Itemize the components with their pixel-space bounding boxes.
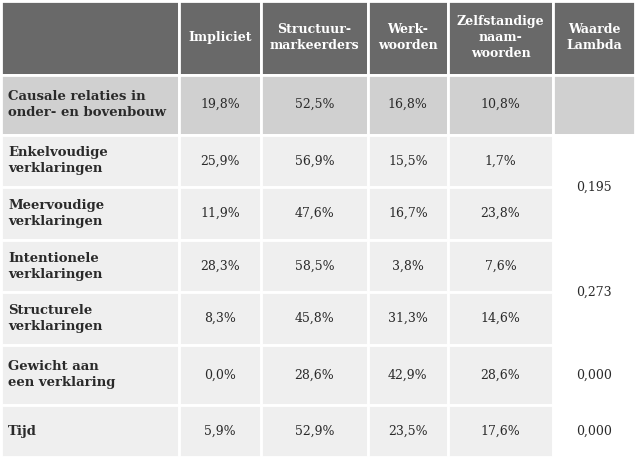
Bar <box>1 187 179 240</box>
Bar <box>553 240 635 292</box>
Bar <box>448 135 553 187</box>
Bar <box>448 292 553 345</box>
Bar <box>179 1 261 75</box>
Text: 16,8%: 16,8% <box>388 98 428 111</box>
Bar <box>261 187 368 240</box>
Text: 31,3%: 31,3% <box>388 312 428 325</box>
Text: 0,0%: 0,0% <box>204 368 236 382</box>
Bar <box>261 135 368 187</box>
Text: 10,8%: 10,8% <box>481 98 520 111</box>
Text: 25,9%: 25,9% <box>200 154 240 167</box>
Text: 0,000: 0,000 <box>576 368 612 382</box>
Text: 23,5%: 23,5% <box>388 425 427 437</box>
Text: 52,5%: 52,5% <box>294 98 334 111</box>
Bar <box>368 75 448 135</box>
Bar <box>179 135 261 187</box>
Bar <box>448 75 553 135</box>
Bar <box>1 345 179 405</box>
Text: 7,6%: 7,6% <box>485 260 516 273</box>
Text: 28,3%: 28,3% <box>200 260 240 273</box>
Text: 28,6%: 28,6% <box>481 368 520 382</box>
Text: 15,5%: 15,5% <box>388 154 427 167</box>
Text: 56,9%: 56,9% <box>294 154 335 167</box>
Bar <box>261 405 368 457</box>
Bar <box>261 75 368 135</box>
Bar <box>179 240 261 292</box>
Bar <box>368 345 448 405</box>
Bar <box>368 1 448 75</box>
Bar <box>368 187 448 240</box>
Bar <box>1 75 179 135</box>
Bar <box>448 1 553 75</box>
Text: Meervoudige
verklaringen: Meervoudige verklaringen <box>8 199 104 228</box>
Bar <box>448 405 553 457</box>
Text: 14,6%: 14,6% <box>481 312 520 325</box>
Bar <box>368 292 448 345</box>
Text: Werk-
woorden: Werk- woorden <box>378 23 438 52</box>
Text: 0,273: 0,273 <box>576 286 612 299</box>
Text: Causale relaties in
onder- en bovenbouw: Causale relaties in onder- en bovenbouw <box>8 90 166 119</box>
Bar <box>1 405 179 457</box>
Text: 42,9%: 42,9% <box>388 368 427 382</box>
Bar <box>1 292 179 345</box>
Bar <box>261 1 368 75</box>
Text: 52,9%: 52,9% <box>294 425 334 437</box>
Text: 11,9%: 11,9% <box>200 207 240 220</box>
Text: 1,7%: 1,7% <box>485 154 516 167</box>
Text: 0,195: 0,195 <box>576 180 612 194</box>
Text: Zelfstandige
naam-
woorden: Zelfstandige naam- woorden <box>457 15 544 60</box>
Bar <box>553 187 635 240</box>
Text: Structurele
verklaringen: Structurele verklaringen <box>8 304 102 333</box>
Bar <box>179 345 261 405</box>
Bar <box>179 75 261 135</box>
Text: 0,000: 0,000 <box>576 425 612 437</box>
Bar <box>1 135 179 187</box>
Bar <box>553 135 635 187</box>
Text: Impliciet: Impliciet <box>188 31 252 44</box>
Text: 45,8%: 45,8% <box>294 312 335 325</box>
Bar <box>1 240 179 292</box>
Bar <box>553 345 635 405</box>
Text: Structuur-
markeerders: Structuur- markeerders <box>270 23 359 52</box>
Bar <box>553 292 635 345</box>
Text: 5,9%: 5,9% <box>204 425 236 437</box>
Bar <box>261 345 368 405</box>
Text: Gewicht aan
een verklaring: Gewicht aan een verklaring <box>8 360 116 389</box>
Text: 28,6%: 28,6% <box>294 368 335 382</box>
Bar <box>553 75 635 135</box>
Bar <box>368 240 448 292</box>
Bar <box>448 240 553 292</box>
Text: 47,6%: 47,6% <box>294 207 335 220</box>
Bar <box>368 405 448 457</box>
Bar <box>368 135 448 187</box>
Text: 17,6%: 17,6% <box>481 425 520 437</box>
Bar <box>448 345 553 405</box>
Bar <box>448 187 553 240</box>
Text: Waarde
Lambda: Waarde Lambda <box>567 23 622 52</box>
Bar <box>179 292 261 345</box>
Bar <box>179 187 261 240</box>
Text: 19,8%: 19,8% <box>200 98 240 111</box>
Bar <box>261 292 368 345</box>
Bar <box>553 405 635 457</box>
Text: 8,3%: 8,3% <box>204 312 236 325</box>
Text: 3,8%: 3,8% <box>392 260 424 273</box>
Text: Intentionele
verklaringen: Intentionele verklaringen <box>8 251 102 281</box>
Bar <box>179 405 261 457</box>
Bar <box>553 1 635 75</box>
Bar <box>1 1 179 75</box>
Text: 58,5%: 58,5% <box>294 260 335 273</box>
Text: Enkelvoudige
verklaringen: Enkelvoudige verklaringen <box>8 147 108 175</box>
Text: Tijd: Tijd <box>8 425 37 437</box>
Text: 23,8%: 23,8% <box>481 207 520 220</box>
Bar <box>261 240 368 292</box>
Text: 16,7%: 16,7% <box>388 207 428 220</box>
